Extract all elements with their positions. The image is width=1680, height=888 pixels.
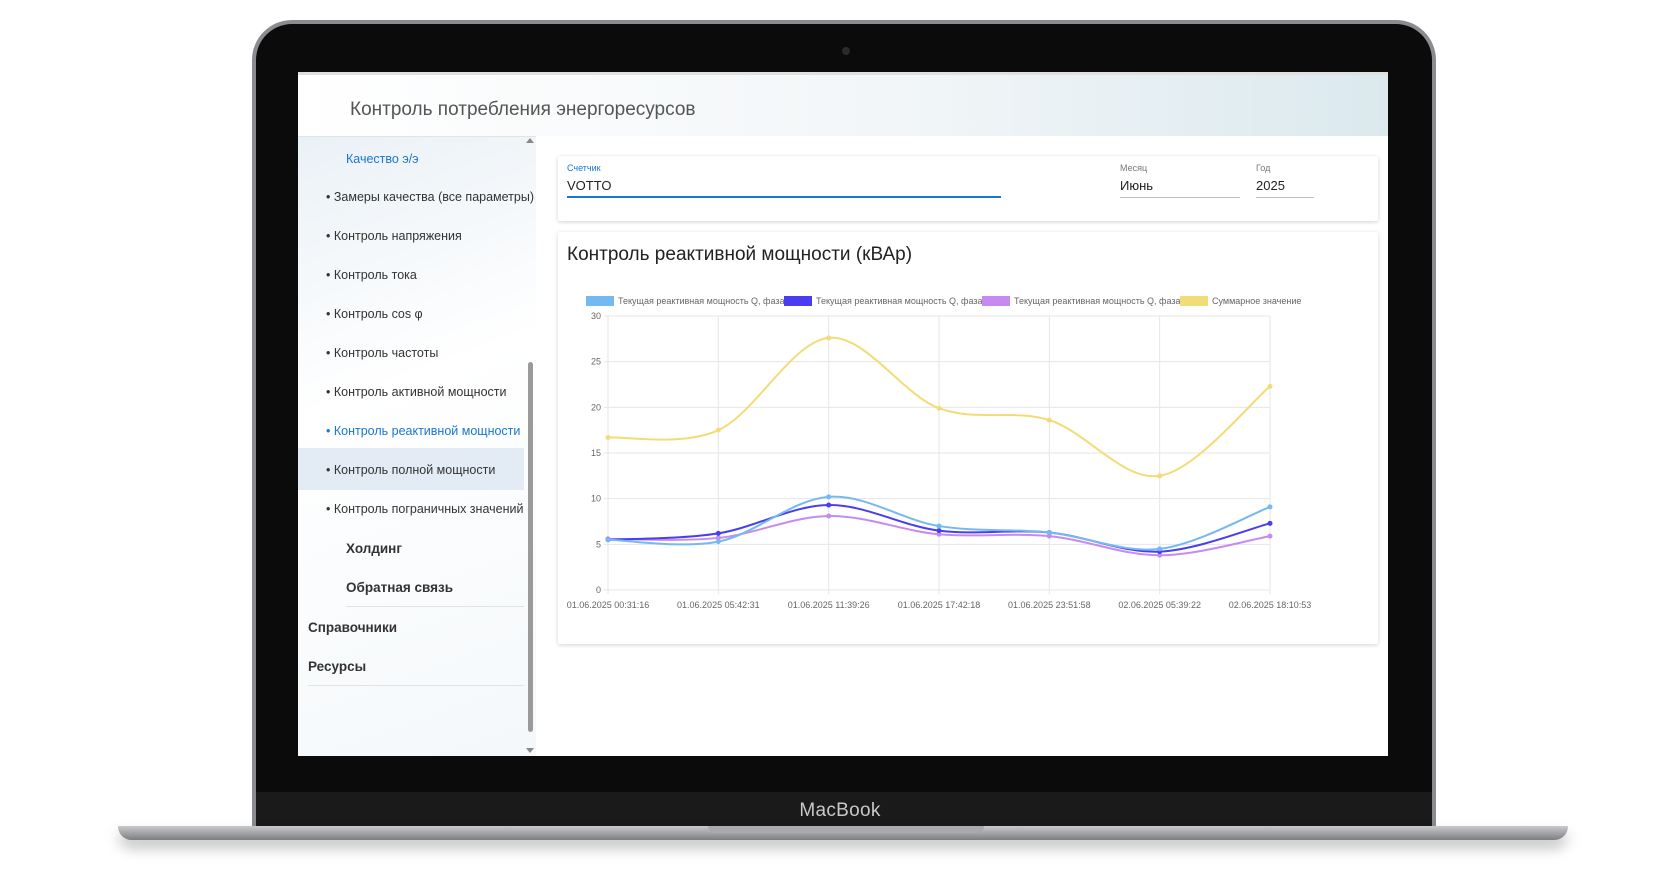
data-point [605,434,611,440]
sidebar-section-quality[interactable]: Качество э/э [346,152,419,166]
y-tick-label: 5 [596,539,601,549]
scroll-up-arrow-icon[interactable] [526,138,534,143]
sidebar-item-references[interactable]: Справочники [308,620,398,635]
data-point [1267,520,1273,526]
x-tick-label: 01.06.2025 11:39:26 [788,600,870,610]
sidebar-divider [308,685,524,686]
data-point [936,528,942,534]
chart-card: Контроль реактивной мощности (кВАр) 0 5 10… [558,232,1378,644]
data-point [1046,533,1052,539]
x-tick-label: 02.06.2025 18:10:53 [1229,600,1312,610]
legend-item: Текущая реактивная мощность Q, фаза A [586,296,793,306]
data-point [826,513,832,519]
reactive-power-chart: 0 5 10 15 20 25 30 01.06.2025 00:31:16 01.06.202… [567,296,1312,610]
meter-field[interactable]: VOTTO [567,178,612,193]
data-point [715,427,721,433]
legend-swatch [784,296,812,306]
data-point [1157,546,1163,552]
sidebar-item-resources[interactable]: Ресурсы [308,659,367,674]
x-tick-label: 02.06.2025 05:39:22 [1118,600,1201,610]
page-title: Контроль потребления энергоресурсов [350,99,696,120]
year-select-underline [1256,197,1314,198]
month-field-label: Месяц [1120,163,1148,173]
data-point [936,531,942,537]
sidebar-item-apparent-power[interactable]: • Контроль полной мощности [326,463,496,477]
sidebar-item-frequency[interactable]: • Контроль частоты [326,346,439,360]
x-tick-label: 01.06.2025 23:51:58 [1008,600,1091,610]
month-select[interactable]: Июнь [1120,178,1154,193]
data-point [1267,533,1273,539]
data-point [936,523,942,529]
sidebar-item-feedback[interactable]: Обратная связь [346,580,454,595]
app-header: Контроль потребления энергоресурсов [298,72,1388,136]
y-tick-label: 15 [591,448,601,458]
sidebar-item-cos-phi[interactable]: • Контроль cos φ [326,307,423,321]
sidebar-item-active-power[interactable]: • Контроль активной мощности [326,385,507,399]
y-tick-label: 10 [591,494,601,504]
legend-label: Суммарное значение [1212,296,1301,306]
legend-swatch [586,296,614,306]
data-point [605,537,611,543]
legend-item: Текущая реактивная мощность Q, фаза B [784,296,991,306]
data-point [715,535,721,541]
data-point [1046,529,1052,535]
scroll-down-arrow-icon[interactable] [526,748,534,753]
data-point [1157,552,1163,558]
year-field-label: Год [1256,163,1271,173]
sidebar-item-boundary-values[interactable]: • Контроль пограничных значений [326,502,524,516]
data-point [826,502,832,508]
sidebar-item-holding[interactable]: Холдинг [346,541,402,556]
sidebar-item-current[interactable]: • Контроль тока [326,268,417,282]
legend-item: Текущая реактивная мощность Q, фаза C [982,296,1190,306]
month-select-underline [1120,197,1240,198]
y-tick-label: 0 [596,585,601,595]
sidebar-item-quality-measurements[interactable]: • Замеры качества (все параметры) [326,190,535,204]
laptop-notch [708,826,984,833]
laptop-chin [256,792,1432,828]
meter-field-label: Счетчик [567,163,601,173]
chart-title: Контроль реактивной мощности (кВАр) [567,244,913,265]
x-tick-label: 01.06.2025 00:31:16 [567,600,650,610]
laptop-base [118,826,1568,840]
data-point [1157,473,1163,479]
sidebar-divider [346,606,524,607]
camera-icon [842,47,850,55]
sidebar-item-voltage[interactable]: • Контроль напряжения [326,229,462,243]
screen: Контроль потребления энергоресурсов Каче… [298,72,1388,756]
data-point [936,405,942,411]
scrollbar-thumb[interactable] [528,362,533,732]
sidebar [298,136,536,756]
data-point [1267,383,1273,389]
meter-field-underline [567,196,1001,198]
year-select[interactable]: 2025 [1256,178,1285,193]
filter-card: Счетчик VOTTO Месяц Июнь Год 2025 [558,156,1378,221]
y-tick-label: 20 [591,402,601,412]
data-point [826,335,832,341]
x-tick-label: 01.06.2025 17:42:18 [898,600,981,610]
legend-label: Текущая реактивная мощность Q, фаза B [816,296,991,306]
sidebar-item-reactive-power[interactable]: • Контроль реактивной мощности [326,424,521,438]
data-point [826,494,832,500]
x-tick-label: 01.06.2025 05:42:31 [677,600,760,610]
legend-label: Текущая реактивная мощность Q, фаза A [618,296,793,306]
y-tick-label: 25 [591,357,601,367]
data-point [1267,504,1273,510]
y-tick-label: 30 [591,311,601,321]
data-point [715,530,721,536]
legend-swatch [982,296,1010,306]
laptop-brand: MacBook [799,800,881,821]
legend-item: Суммарное значение [1180,296,1301,306]
legend-label: Текущая реактивная мощность Q, фаза C [1014,296,1190,306]
data-point [715,539,721,545]
legend-swatch [1180,296,1208,306]
data-point [1046,417,1052,423]
sidebar-active-highlight [298,448,524,490]
